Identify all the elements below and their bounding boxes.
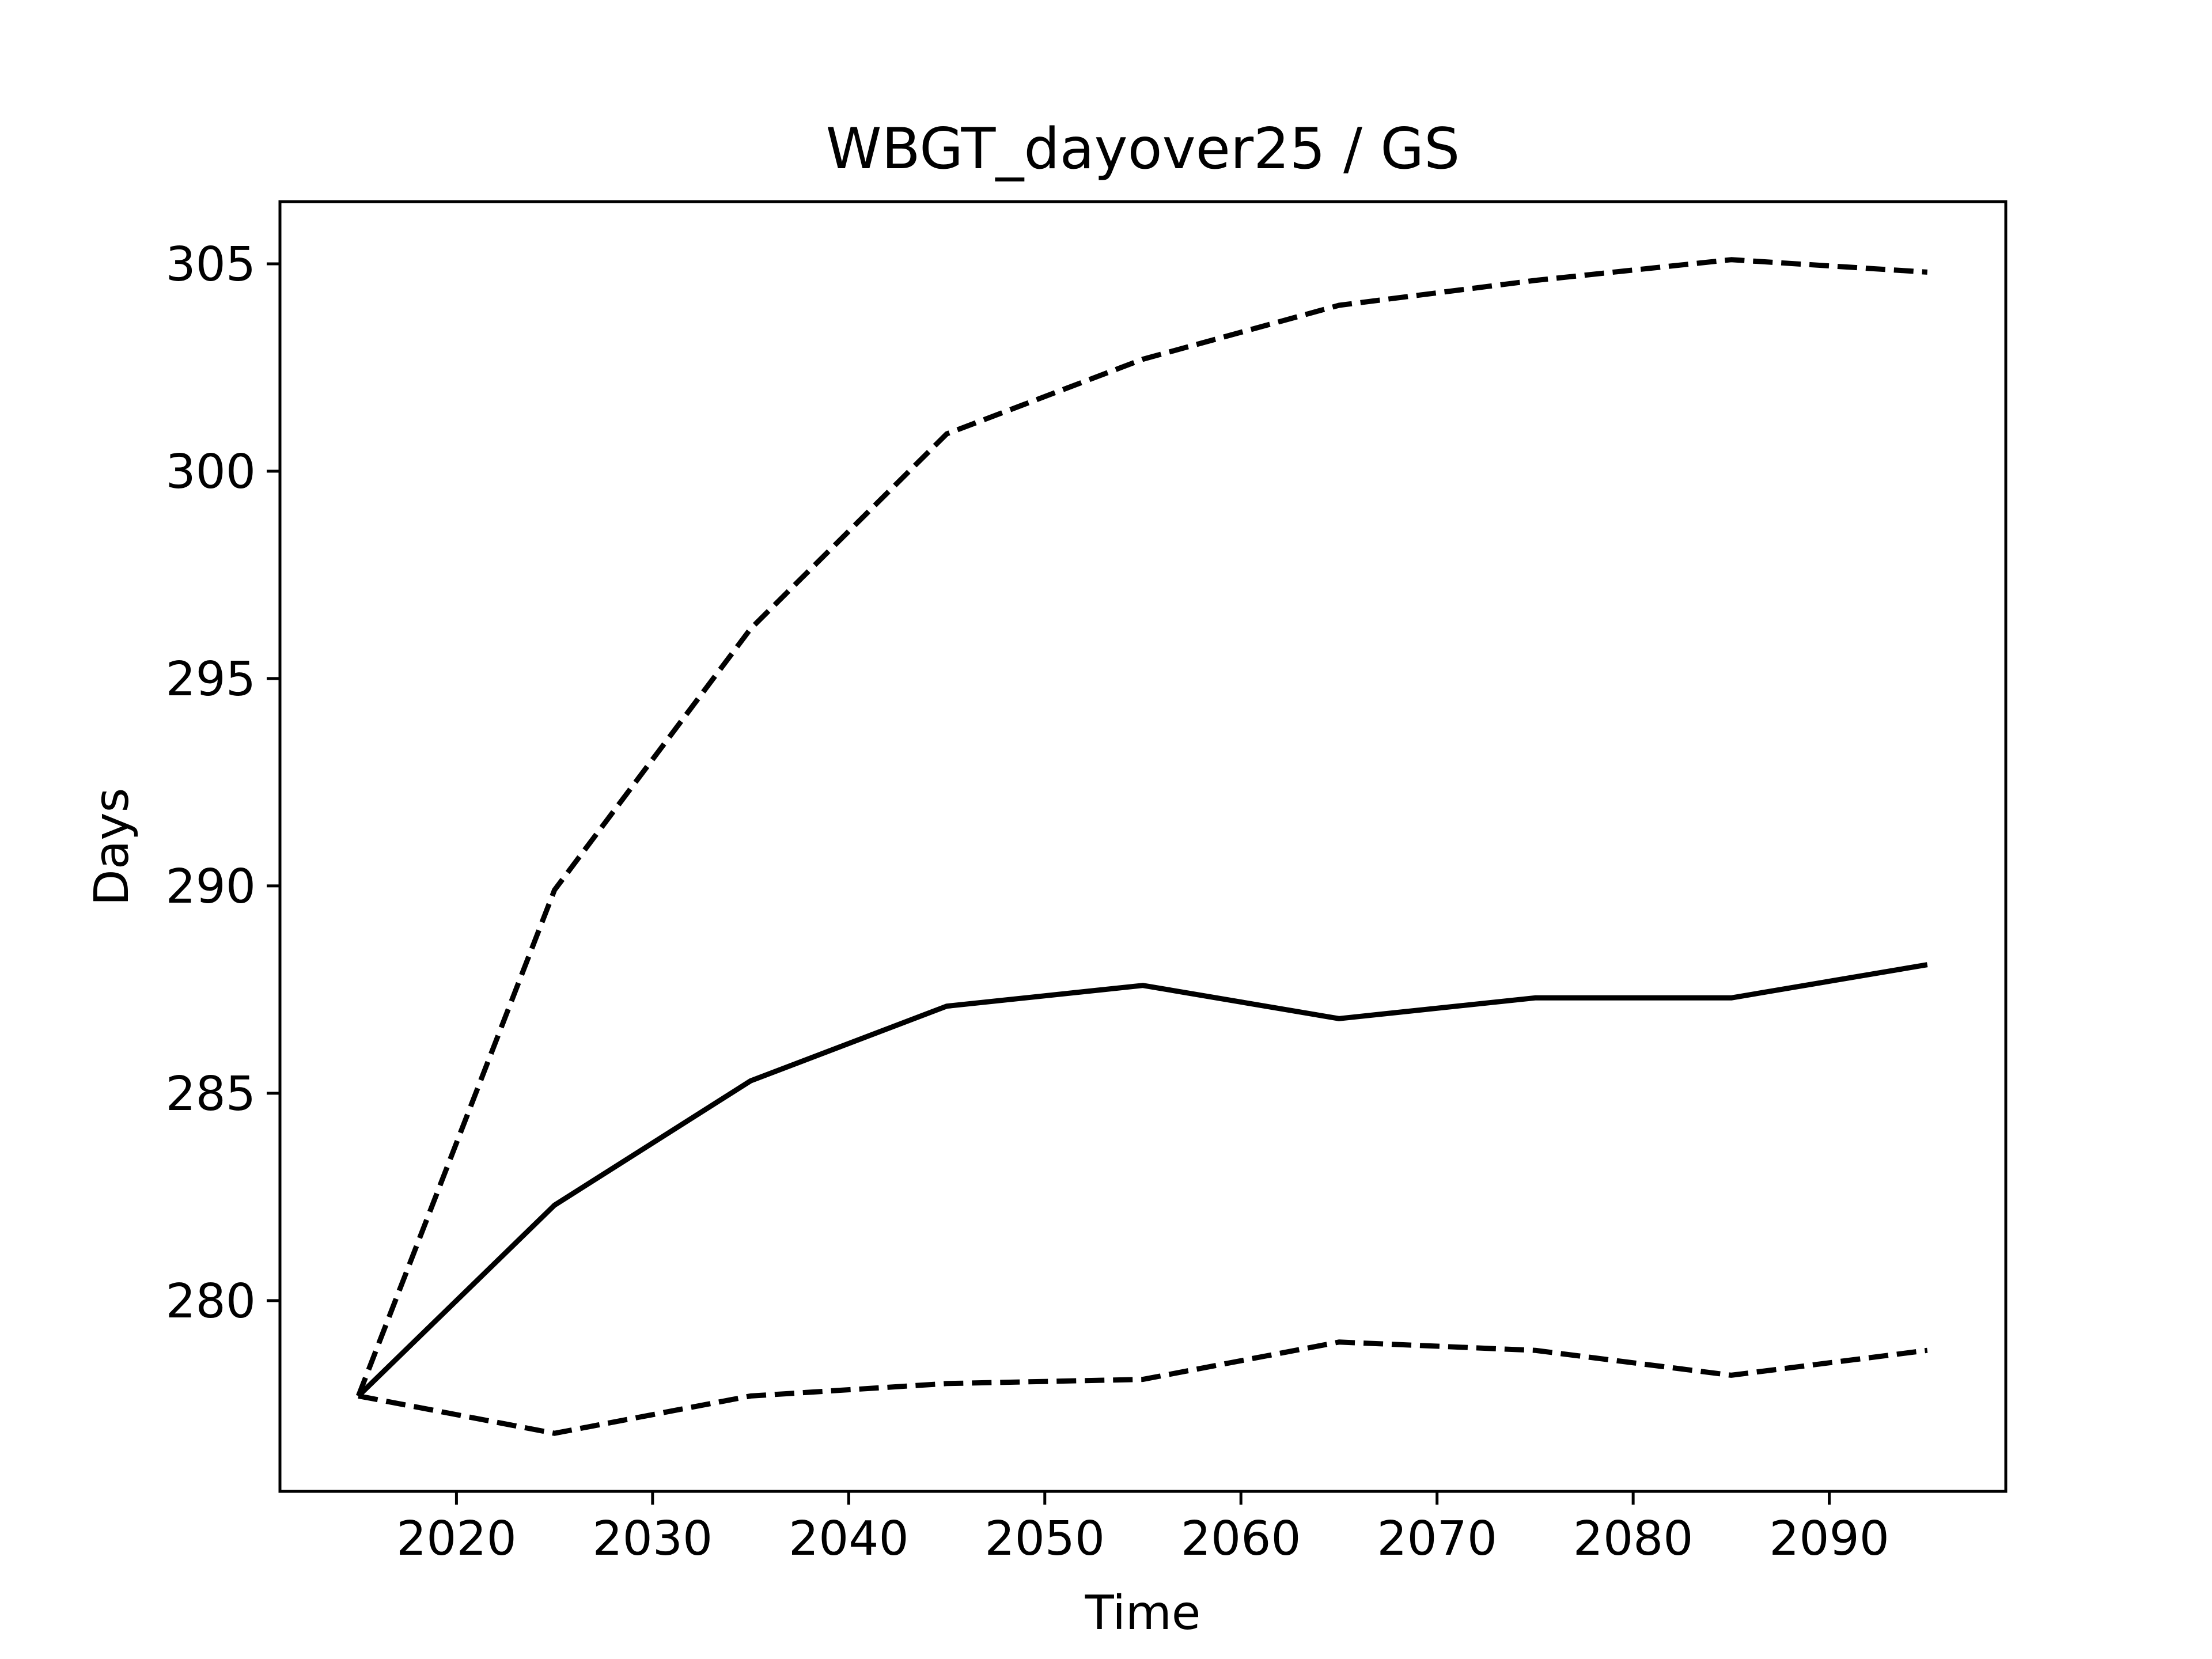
y-axis-label: Days — [85, 788, 139, 906]
series-layer — [356, 257, 1928, 1436]
y-tick-label: 280 — [165, 1274, 256, 1329]
x-tick-label: 2020 — [396, 1512, 517, 1566]
y-tick-label: 300 — [165, 445, 256, 499]
series-line-3 — [358, 1339, 1928, 1436]
series-line-1 — [357, 962, 1928, 1398]
y-tick-label: 305 — [165, 237, 256, 292]
x-tick-label: 2090 — [1769, 1512, 1889, 1566]
y-tick-label: 285 — [165, 1067, 256, 1122]
x-tick-label: 2050 — [984, 1512, 1105, 1566]
x-axis: 2020 2030 2040 2050 2060 2070 2080 2090 — [396, 1491, 1889, 1566]
y-axis: 280 285 290 295 300 305 — [165, 237, 280, 1329]
x-tick-label: 2080 — [1573, 1512, 1694, 1566]
x-tick-label: 2060 — [1181, 1512, 1301, 1566]
plot-frame — [278, 200, 2008, 1493]
x-axis-label: Time — [1085, 1586, 1201, 1641]
x-tick-label: 2040 — [789, 1512, 909, 1566]
series-line-2 — [356, 257, 1928, 1397]
x-tick-label: 2030 — [593, 1512, 713, 1566]
chart-title: WBGT_dayover25 / GS — [826, 116, 1460, 182]
y-tick-label: 295 — [165, 652, 256, 707]
x-tick-label: 2070 — [1377, 1512, 1497, 1566]
y-tick-label: 290 — [165, 859, 256, 914]
